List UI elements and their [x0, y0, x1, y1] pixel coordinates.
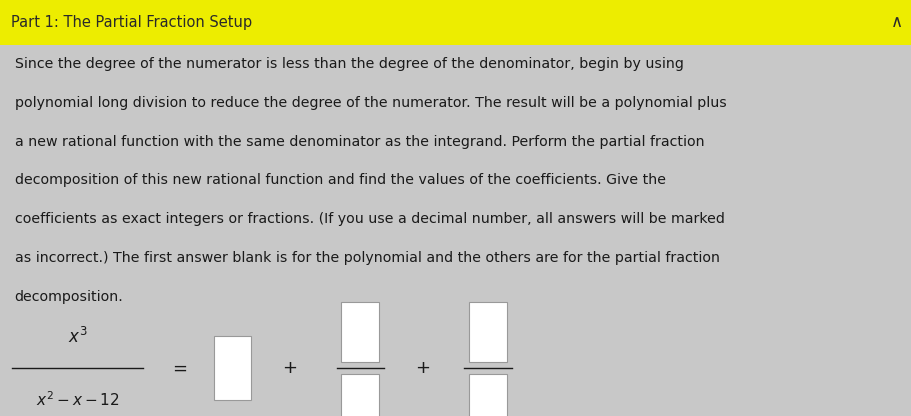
Text: Part 1: The Partial Fraction Setup: Part 1: The Partial Fraction Setup [11, 15, 251, 30]
Text: Since the degree of the numerator is less than the degree of the denominator, be: Since the degree of the numerator is les… [15, 57, 682, 72]
Text: $x^3$: $x^3$ [67, 327, 87, 347]
Text: as incorrect.) The first answer blank is for the polynomial and the others are f: as incorrect.) The first answer blank is… [15, 251, 719, 265]
Text: decomposition of this new rational function and find the values of the coefficie: decomposition of this new rational funct… [15, 173, 665, 188]
FancyBboxPatch shape [341, 302, 379, 362]
FancyBboxPatch shape [214, 336, 251, 400]
Text: $+$: $+$ [282, 359, 297, 377]
FancyBboxPatch shape [0, 0, 911, 45]
Text: coefficients as exact integers or fractions. (If you use a decimal number, all a: coefficients as exact integers or fracti… [15, 212, 723, 226]
Text: $+$: $+$ [415, 359, 429, 377]
Text: ∧: ∧ [890, 13, 902, 32]
FancyBboxPatch shape [468, 374, 507, 416]
Text: $=$: $=$ [169, 359, 187, 377]
Text: polynomial long division to reduce the degree of the numerator. The result will : polynomial long division to reduce the d… [15, 96, 725, 110]
Text: decomposition.: decomposition. [15, 290, 123, 304]
FancyBboxPatch shape [468, 302, 507, 362]
Text: a new rational function with the same denominator as the integrand. Perform the : a new rational function with the same de… [15, 135, 703, 149]
Text: $x^2 - x - 12$: $x^2 - x - 12$ [36, 390, 119, 409]
FancyBboxPatch shape [341, 374, 379, 416]
